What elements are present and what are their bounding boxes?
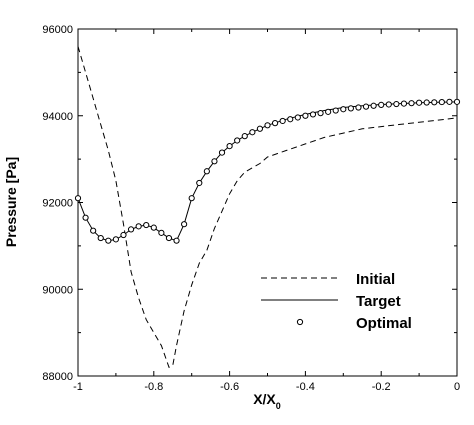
optimal-marker [340,106,347,113]
x-axis-title: X/X0 [253,391,281,411]
optimal-marker [241,133,248,140]
x-tick-label: -0.8 [144,381,163,393]
optimal-marker [150,224,157,231]
y-tick-label: 96000 [42,24,73,36]
optimal-marker [105,237,112,244]
optimal-marker [438,98,445,106]
optimal-marker [97,234,104,242]
legend-optimal-label: Optimal [356,315,412,332]
x-tick-label: -1 [73,381,83,393]
legend-initial-label: Initial [356,271,395,288]
optimal-marker [378,101,385,109]
y-tick-label: 88000 [42,371,73,383]
optimal-marker [317,110,324,117]
optimal-marker [431,99,438,106]
optimal-marker [249,129,256,136]
y-tick-label: 90000 [42,284,73,296]
optimal-marker [256,125,264,132]
optimal-marker [271,120,279,127]
legend: Initial Target Optimal [261,271,412,332]
optimal-marker [196,179,203,187]
x-tick-label: -0.6 [220,381,239,393]
optimal-marker [90,227,97,234]
optimal-marker [158,229,165,236]
x-tick-label: -0.2 [372,381,391,393]
optimal-marker [203,168,210,175]
optimal-marker [112,236,120,243]
y-tick-label: 92000 [42,198,73,210]
optimal-marker [423,99,430,106]
optimal-marker [287,116,294,123]
optimal-marker [120,231,127,239]
optimal-marker [74,195,82,202]
optimal-marker [385,101,392,108]
optimal-marker [325,108,332,115]
y-axis-title: Pressure [Pa] [3,157,19,247]
optimal-marker [355,104,362,111]
y-axis-ticks: 88000 90000 92000 94000 96000 [42,24,457,383]
optimal-marker [226,143,233,150]
optimal-marker [82,214,89,221]
optimal-marker [127,226,135,233]
optimal-marker [165,234,173,242]
initial-line [77,46,458,369]
optimal-marker [143,221,150,229]
optimal-marker [446,98,453,105]
optimal-marker [294,114,301,121]
x-axis-ticks: -1 -0.8 -0.6 -0.4 -0.2 0 [73,29,460,393]
optimal-marker [370,102,377,109]
optimal-marker [332,107,339,114]
optimal-marker [211,158,218,165]
optimal-marker [173,237,180,244]
optimal-marker [362,103,370,110]
y-tick-label: 94000 [42,111,73,123]
optimal-marker [188,195,195,202]
optimal-marker [453,98,461,105]
optimal-marker [218,149,226,156]
optimal-marker [264,122,271,129]
optimal-marker [279,117,286,125]
series-layer [74,46,461,369]
legend-target-label: Target [356,293,401,310]
optimal-marker [234,137,241,144]
x-tick-label: -0.4 [296,381,315,393]
optimal-marker [393,100,400,108]
optimal-marker [181,221,188,228]
optimal-marker [302,112,309,119]
optimal-marker [347,105,354,112]
optimal-marker [416,99,423,106]
x-tick-label: 0 [454,381,460,393]
optimal-marker [400,100,408,107]
optimal-marker [135,223,142,230]
optimal-marker [408,100,415,107]
legend-optimal-marker [296,318,304,326]
optimal-marker [309,111,317,118]
